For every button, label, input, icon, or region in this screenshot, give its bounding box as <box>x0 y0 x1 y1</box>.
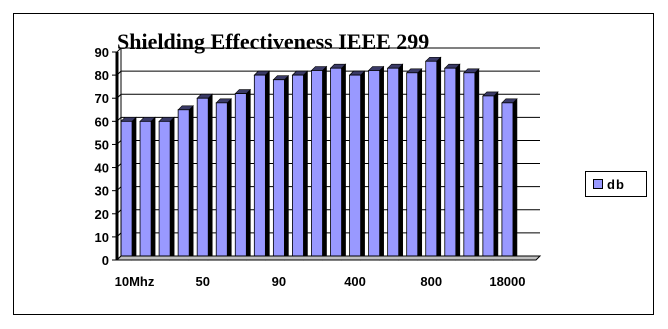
y-tick-label: 90 <box>95 45 109 60</box>
y-tick-label: 80 <box>95 68 109 83</box>
bar-side <box>322 65 327 261</box>
x-tick-label: 50 <box>195 274 209 289</box>
bar-side <box>436 56 442 261</box>
bar-side <box>474 68 480 261</box>
chart-title: Shielding Effectiveness IEEE 299 <box>117 29 429 54</box>
x-tick-label: 90 <box>272 274 286 289</box>
bar <box>368 70 381 261</box>
bar-side <box>493 91 499 261</box>
y-tick-label: 30 <box>95 184 109 199</box>
bar-side <box>455 63 461 261</box>
bar <box>234 93 247 261</box>
bar-side <box>379 65 384 261</box>
bar <box>120 120 133 261</box>
x-tick-label: 10Mhz <box>115 274 155 289</box>
x-tick-label: 800 <box>420 274 442 289</box>
y-tick-label: 60 <box>95 114 109 129</box>
bar-side <box>207 93 213 261</box>
y-tick-label: 20 <box>95 207 109 222</box>
bar-side <box>417 68 423 261</box>
gridline-diagonal <box>116 47 122 53</box>
bar-side <box>512 98 518 261</box>
legend-label: db <box>607 176 625 192</box>
bar <box>292 74 304 261</box>
bar <box>425 60 438 261</box>
bar <box>387 67 400 261</box>
bar-side <box>169 116 175 261</box>
bar-side <box>150 116 156 261</box>
bar-chart: 0 10 20 30 40 50 60 70 80 90 10Mhz 50 90 400 800 18000… <box>95 29 542 289</box>
bar-side <box>265 70 270 261</box>
legend: db <box>585 171 647 197</box>
y-tick-label: 50 <box>95 137 109 152</box>
bar-side <box>246 88 251 261</box>
legend-swatch <box>593 179 603 189</box>
x-tick-labels: 10Mhz 50 90 400 800 18000 <box>115 274 526 289</box>
y-tick-label: 70 <box>95 91 109 106</box>
bar-side <box>284 75 289 261</box>
axes <box>112 48 542 261</box>
bar <box>349 74 361 261</box>
bar <box>463 72 476 261</box>
y-tick-label: 10 <box>95 230 109 245</box>
bar-side <box>131 116 137 261</box>
x-tick-label: 18000 <box>489 274 525 289</box>
chart-frame: 0 10 20 30 40 50 60 70 80 90 10Mhz 50 90 400 800 18000… <box>13 13 654 315</box>
y-tick-labels: 0 10 20 30 40 50 60 70 80 90 <box>95 45 109 268</box>
bar-side <box>398 63 403 261</box>
bars <box>120 56 518 261</box>
bar <box>501 102 514 261</box>
bar <box>139 120 152 261</box>
bar <box>311 70 323 261</box>
bar <box>444 67 457 261</box>
bar <box>158 120 171 261</box>
bar-side <box>360 70 365 261</box>
bar <box>253 74 266 261</box>
bar <box>196 97 209 261</box>
bar-side <box>303 70 308 261</box>
y-tick-label: 40 <box>95 161 109 176</box>
bar-side <box>341 63 346 261</box>
bar-side <box>188 105 194 261</box>
bar <box>482 95 495 261</box>
bar <box>330 67 342 261</box>
floor <box>115 255 542 261</box>
bar <box>272 79 285 261</box>
bar <box>177 109 190 261</box>
bar <box>406 72 419 261</box>
x-tick-label: 400 <box>344 274 366 289</box>
y-tick-label: 0 <box>102 253 109 268</box>
bar <box>215 102 228 261</box>
bar-side <box>226 98 232 261</box>
